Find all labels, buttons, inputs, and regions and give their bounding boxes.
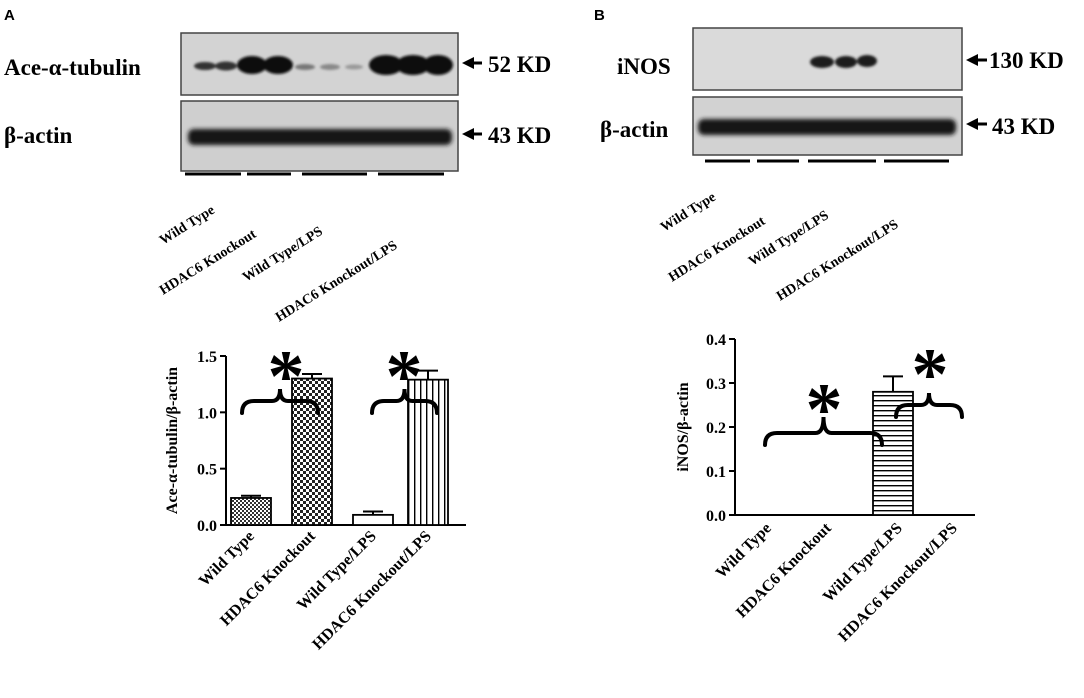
significance-bracket	[370, 388, 439, 415]
blot-a1-label: Ace-α-tubulin	[4, 55, 141, 80]
bar	[872, 390, 914, 516]
blot-a1-bands	[194, 55, 453, 75]
chart-a: 0.0 0.5 1.0 1.5 Ace-α-tubulin/β-actin Wild Ty…	[164, 336, 466, 653]
panel-b: B iNOS 130 KD β-actin 43 KD	[594, 7, 1064, 645]
blot-b2	[692, 96, 963, 156]
arrow-icon	[462, 128, 482, 140]
blot-a2-label: β-actin	[4, 123, 73, 148]
blot-a1	[180, 32, 459, 96]
arrow-icon	[966, 54, 987, 66]
bar	[230, 497, 272, 526]
blot-b1-size: 130 KD	[989, 48, 1064, 73]
y-tick-label: 0.0	[197, 518, 217, 535]
y-tick-label: 0.3	[706, 376, 726, 393]
blot-b1	[692, 27, 963, 91]
bar	[352, 513, 394, 526]
y-tick-label: 0.2	[706, 420, 726, 437]
x-tick-label: Wild Type	[196, 528, 258, 590]
significance-bracket	[894, 392, 964, 419]
significance-asterisk: *	[268, 336, 305, 418]
y-tick-label: 0.5	[197, 462, 217, 479]
blot-b2-label: β-actin	[600, 117, 669, 142]
significance-asterisk: *	[806, 369, 843, 451]
lane-label-b-0: Wild Type	[658, 190, 718, 236]
panel-b-letter: B	[594, 7, 605, 24]
blot-a1-size: 52 KD	[488, 52, 551, 77]
y-tick-label: 0.1	[706, 464, 726, 481]
arrow-icon	[462, 57, 482, 69]
significance-asterisk: *	[912, 334, 949, 416]
x-tick-label: Wild Type	[713, 520, 775, 582]
lane-label-a-0: Wild Type	[157, 203, 217, 249]
panel-a: A Ace-α-tubulin 52 KD β-actin	[4, 7, 551, 653]
significance-bracket	[240, 388, 320, 415]
panel-a-letter: A	[4, 7, 15, 24]
y-axis-label: Ace-α-tubulin/β-actin	[164, 367, 181, 514]
blot-b2-size: 43 KD	[992, 114, 1055, 139]
significance-asterisk: *	[386, 336, 423, 418]
significance-bracket	[763, 416, 884, 447]
blot-a2-size: 43 KD	[488, 123, 551, 148]
y-axis-label: iNOS/β-actin	[675, 382, 692, 471]
y-tick-label: 0.4	[706, 332, 726, 349]
blot-a2	[180, 100, 459, 172]
bar	[407, 378, 449, 526]
y-tick-label: 1.5	[197, 349, 217, 366]
blot-b1-label: iNOS	[617, 54, 671, 79]
arrow-icon	[966, 118, 987, 130]
y-tick-label: 0.0	[706, 508, 726, 525]
y-tick-label: 1.0	[197, 405, 217, 422]
